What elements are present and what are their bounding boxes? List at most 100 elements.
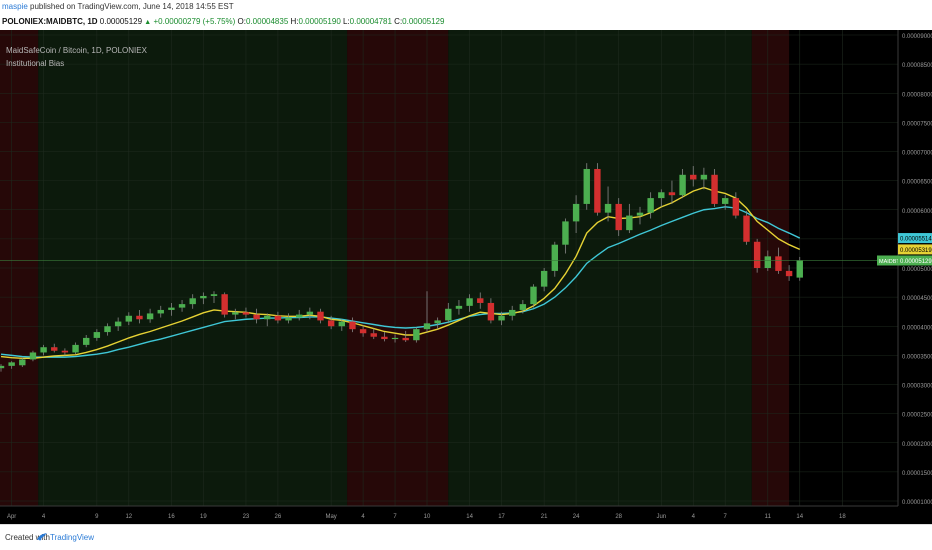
candle-down	[359, 329, 367, 334]
x-tick-label: 7	[393, 514, 397, 520]
candle-up	[391, 337, 399, 340]
candle-up	[40, 347, 47, 353]
x-tick-label: 17	[498, 514, 505, 520]
candle-up	[146, 313, 154, 320]
candle-up	[647, 198, 654, 213]
high-value: 0.00005190	[298, 17, 341, 26]
candle-up	[764, 256, 771, 268]
candle-up	[722, 198, 729, 204]
ema-slow-price-label-text: 0.00005514	[900, 237, 932, 243]
candle-down	[327, 320, 335, 327]
x-tick-label: May	[325, 514, 336, 520]
candle-up	[264, 315, 271, 320]
candle-up	[445, 308, 452, 321]
candle-down	[690, 174, 697, 180]
tradingview-brand[interactable]: TradingView	[50, 533, 95, 542]
x-tick-label: 11	[765, 514, 772, 520]
low-label: L:	[343, 17, 350, 26]
close-value: 0.00005129	[402, 17, 445, 26]
candle-up	[200, 295, 207, 299]
candle-up	[83, 337, 90, 345]
candle-down	[221, 294, 228, 315]
candle-up	[0, 365, 5, 369]
x-tick-label: 14	[466, 514, 473, 520]
candle-up	[285, 317, 292, 321]
high-label: H:	[290, 17, 299, 26]
chart-header: maspie published on TradingView.com, Jun…	[0, 0, 932, 30]
candle-down	[242, 312, 250, 315]
ema-fast-price-label-box	[898, 244, 932, 255]
candle-up	[72, 344, 79, 353]
last-price-label-prefix-box	[877, 255, 898, 266]
up-arrow-icon: ▲	[144, 19, 152, 26]
created-with-text: Created with	[5, 533, 50, 542]
candle-up	[114, 321, 122, 327]
y-tick-label: 0.00004500	[902, 296, 932, 302]
ema-fast-line	[0, 186, 801, 359]
candle-up	[232, 312, 239, 315]
y-tick-label: 0.00007000	[902, 151, 932, 157]
candle-up	[796, 260, 803, 278]
candle-down	[732, 198, 740, 216]
last-price-label-prefix: MAIDBTC	[879, 259, 904, 265]
candle-up	[434, 320, 441, 324]
candle-down	[785, 270, 793, 277]
candle-down	[711, 174, 718, 204]
x-tick-label: 28	[615, 514, 622, 520]
candle-down	[274, 315, 282, 321]
symbol-name[interactable]: POLONIEX:MAIDBTC, 1D	[2, 17, 98, 26]
candle-up	[700, 174, 708, 180]
x-tick-label: 4	[42, 514, 46, 520]
x-tick-label: 4	[692, 514, 696, 520]
legend-indicator[interactable]: Institutional Bias	[6, 59, 65, 68]
price-chart[interactable]: 0.00009000 0.00008500 0.00008000 0.00007500…	[0, 30, 932, 524]
y-tick-label: 0.00005000	[902, 267, 932, 273]
symbol-line: POLONIEX:MAIDBTC, 1D 0.00005129 ▲ +0.000…	[2, 17, 444, 26]
candle-up	[168, 307, 175, 310]
y-tick-label: 0.00001500	[902, 471, 932, 477]
candle-up	[423, 323, 431, 330]
candle-up	[8, 362, 15, 366]
candle-down	[594, 168, 601, 213]
x-tick-label: 12	[125, 514, 132, 520]
candle-down	[487, 302, 495, 321]
candle-up	[104, 326, 111, 333]
candle-up	[306, 311, 314, 315]
candle-up	[551, 244, 558, 271]
candle-up	[19, 359, 26, 366]
y-tick-label: 0.00009000	[902, 34, 932, 40]
x-tick-label: 14	[796, 514, 803, 520]
x-tick-label: Apr	[7, 514, 16, 520]
candle-up	[178, 304, 186, 308]
x-tick-label: 26	[275, 514, 282, 520]
candle-up	[658, 192, 665, 199]
candle-down	[317, 311, 324, 321]
author-link[interactable]: maspie	[2, 2, 28, 11]
candle-down	[349, 321, 356, 330]
ema-slow-price-label-box	[898, 233, 932, 244]
candle-down	[615, 203, 622, 231]
x-tick-label: 9	[95, 514, 99, 520]
ema-slow-line	[0, 206, 801, 358]
y-tick-label: 0.00002500	[902, 413, 932, 419]
candle-up	[636, 212, 644, 216]
footer: Created with TradingView	[0, 524, 932, 550]
y-tick-label: 0.00003000	[902, 384, 932, 390]
candle-up	[498, 315, 505, 321]
x-tick-label: Jun	[656, 514, 666, 520]
candle-up	[572, 203, 580, 222]
candle-up	[157, 309, 164, 314]
y-tick-label: 0.00001000	[902, 500, 932, 506]
y-tick-label: 0.00007500	[902, 121, 932, 127]
y-tick-label: 0.00002000	[902, 442, 932, 448]
x-tick-label: 16	[168, 514, 175, 520]
candle-down	[743, 215, 750, 242]
x-tick-label: 19	[200, 514, 207, 520]
y-tick-label: 0.00004000	[902, 325, 932, 331]
candle-down	[477, 298, 484, 303]
candle-up	[679, 174, 686, 196]
candle-down	[136, 315, 143, 320]
chart-pane[interactable]: 0.00009000 0.00008500 0.00008000 0.00007500…	[0, 30, 932, 524]
candle-up	[519, 304, 527, 310]
open-value: 0.00004835	[246, 17, 289, 26]
